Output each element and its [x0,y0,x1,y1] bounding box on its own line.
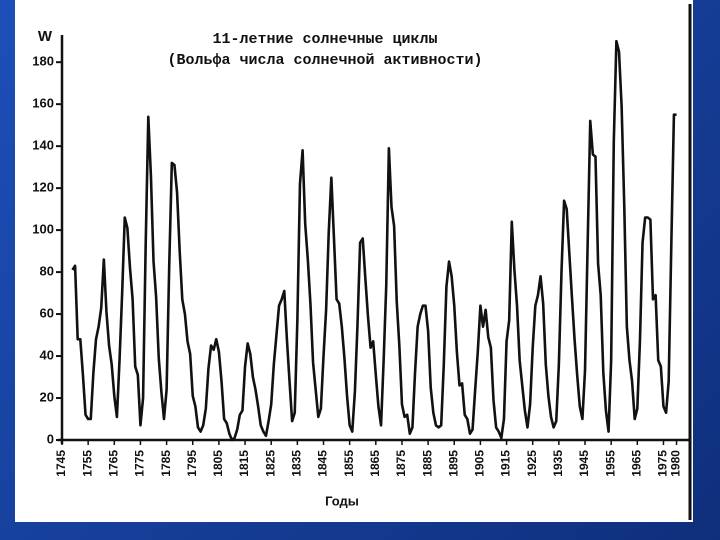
x-tick-label: 1825 [263,450,277,477]
x-tick-label: 1895 [446,450,460,477]
x-tick-label: 1865 [368,450,382,477]
x-tick-label: 1945 [577,450,591,477]
x-tick-label: 1795 [185,450,199,477]
y-tick-label: 20 [40,389,54,404]
x-tick-label: 1835 [290,450,304,477]
x-tick-label: 1845 [316,450,330,477]
chart-subtitle: (Вольфа числа солнечной активности) [167,52,482,69]
x-tick-label: 1975 [656,450,670,477]
y-tick-label: 80 [40,264,54,279]
x-tick-label: 1775 [133,450,147,477]
x-tick-label: 1755 [80,450,94,477]
y-tick-label: 0 [47,431,54,446]
x-tick-label: 1925 [525,450,539,477]
x-tick-label: 1965 [629,450,643,477]
x-tick-label: 1935 [551,450,565,477]
x-tick-label: 1915 [499,450,513,477]
x-tick-label: 1745 [54,450,68,477]
x-tick-label: 1765 [106,450,120,477]
y-axis-label: W [38,28,53,45]
x-tick-label: 1855 [342,450,356,477]
x-tick-label: 1885 [420,450,434,477]
y-tick-label: 60 [40,306,54,321]
y-tick-label: 100 [32,222,54,237]
picture-background [15,0,693,522]
x-tick-label: 1815 [237,450,251,477]
x-tick-label: 1875 [394,450,408,477]
x-tick-label: 1955 [603,450,617,477]
x-tick-label: 1805 [211,450,225,477]
x-tick-label: 1785 [159,450,173,477]
y-tick-label: 180 [32,54,54,69]
x-tick-label: 1905 [473,450,487,477]
x-axis-label: Годы [325,493,359,508]
y-tick-label: 120 [32,180,54,195]
data-line [71,39,677,442]
y-tick-label: 140 [32,138,54,153]
y-tick-label: 160 [32,96,54,111]
x-tick-label: 1980 [669,450,683,477]
chart-title: 11-летние солнечные циклы [212,31,437,48]
y-tick-label: 40 [40,347,54,362]
